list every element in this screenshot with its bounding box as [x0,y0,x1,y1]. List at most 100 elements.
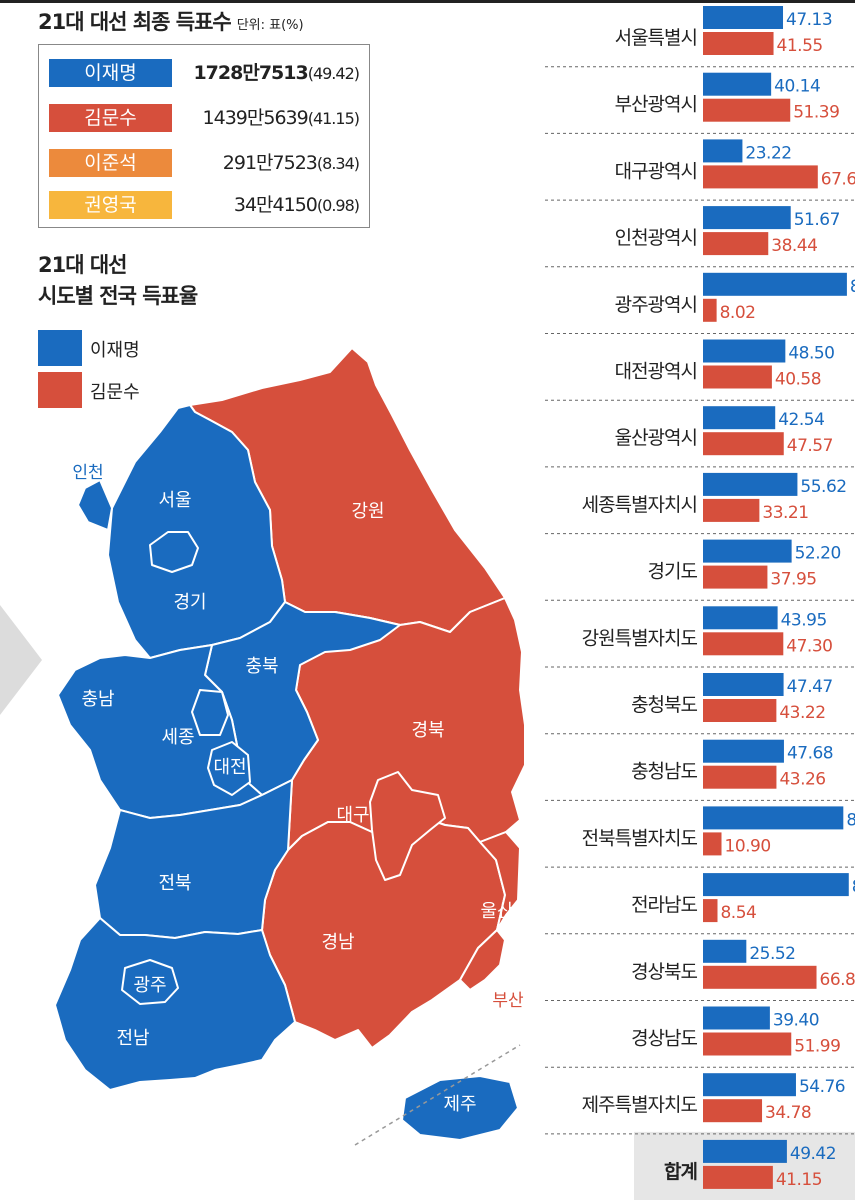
legend-lee-swatch [38,330,82,366]
map-title: 21대 대선 시도별 전국 득표율 [38,250,198,312]
bar-lee [703,206,791,230]
bar-kim [703,1165,773,1189]
candidate-lee-pct: (49.42) [307,64,360,83]
bar-kim [703,1099,763,1123]
region-daegu [369,771,446,881]
value-label-kim: 37.95 [770,570,816,590]
label-seoul: 서울 [158,490,191,511]
candidate-leejs-badge: 이준석 [49,149,172,177]
korea-map: 서울 경기 강원 충북 충남 세종 대전 경북 대구 전북 광주 전남 경남 울… [54,347,526,1146]
category-label: 대전광역시 [615,361,697,383]
regional-bar-chart: 서울특별시 47.13 41.55 부산광역시 40.14 51.39 대구광역시 23.22… [545,6,855,1200]
vote-totals-box: 이재명 1728만7513(49.42) 김문수 1439만5639(41.15… [38,44,370,228]
bar-kim [703,365,772,389]
category-label: 전라남도 [631,894,697,916]
gray-arrow-decoration [0,605,42,715]
bar-lee [703,406,776,430]
label-incheon: 인천 [72,463,103,483]
value-label-lee: 25.52 [749,944,795,964]
value-label-kim: 47.57 [787,436,833,456]
candidate-lee-count: 1728만7513 [193,62,308,84]
region-busan [459,929,506,991]
label-gyeongbuk: 경북 [411,720,444,741]
bar-kim [703,832,722,856]
bar-kim [703,699,777,722]
candidate-lee-badge: 이재명 [49,59,172,87]
legend-kim-label: 김문수 [90,382,140,403]
category-label: 전북특별자치도 [582,827,698,849]
main-title: 21대 대선 최종 득표수 단위: 표(%) [38,6,304,36]
label-chungbuk: 충북 [245,656,278,677]
category-label: 서울특별시 [615,27,697,49]
category-label: 인천광역시 [615,227,697,249]
candidate-kim-votes: 1439만5639(41.15) [202,104,360,133]
region-daejeon [207,741,251,796]
candidate-kwon-pct: (0.98) [316,196,360,215]
bar-kim [703,565,768,589]
total-row-kim: 김문수 1439만5639(41.15) [49,104,369,132]
bar-lee [703,806,844,830]
bar-kim [703,232,769,256]
candidate-lee-votes: 1728만7513(49.42) [193,59,360,88]
value-label-kim: 66.87 [820,970,855,990]
candidate-kwon-count: 34만4150 [233,194,318,216]
category-label: 대구광역시 [615,160,697,182]
bar-kim [703,632,784,656]
bar-kim [703,98,791,122]
region-jeju [401,1075,519,1141]
label-gangwon: 강원 [351,501,384,522]
value-label-kim: 51.39 [793,103,839,123]
value-label-lee: 54.76 [799,1077,845,1097]
label-chungnam: 충남 [81,689,114,710]
label-daejeon: 대전 [213,757,246,778]
value-label-lee: 47.68 [787,744,833,764]
bar-kim [703,432,784,456]
value-label-kim: 41.15 [776,1170,822,1190]
category-label: 울산광역시 [615,427,697,449]
value-label-lee: 23.22 [745,143,791,163]
bar-lee [703,472,798,496]
category-label: 합계 [664,1161,697,1183]
bar-lee [703,873,849,897]
bar-kim [703,899,718,923]
region-gwangju [121,959,179,1005]
bar-lee [703,6,784,29]
value-label-kim: 33.21 [762,503,808,523]
bar-kim [703,765,777,789]
category-label: 충청북도 [631,694,697,716]
candidate-leejs-count: 291만7523 [222,152,318,174]
bar-lee [703,339,786,363]
value-label-lee: 48.50 [788,344,834,364]
bar-lee [703,1073,796,1097]
value-label-kim: 10.90 [725,836,771,856]
candidate-kwon-badge: 권영국 [49,191,172,219]
bar-lee [703,939,747,963]
category-label: 제주특별자치도 [582,1094,698,1116]
value-label-kim: 47.30 [786,636,832,656]
candidate-kim-badge: 김문수 [49,104,172,132]
category-label: 세종특별자치시 [582,494,697,516]
value-label-kim: 40.58 [775,370,821,390]
category-label: 충청남도 [631,761,697,783]
value-label-lee: 85.87 [852,877,855,897]
category-label: 경상남도 [631,1028,697,1050]
bar-lee [703,673,784,696]
value-label-kim: 38.44 [771,236,817,256]
category-label: 광주광역시 [615,294,697,316]
bar-kim [703,1032,792,1056]
value-label-lee: 47.47 [787,677,833,697]
bar-kim [703,298,717,322]
value-label-lee: 47.13 [786,10,832,30]
label-gyeonggi: 경기 [173,592,206,613]
value-label-lee: 84.77 [850,277,855,297]
region-incheon [77,479,113,531]
value-label-lee: 55.62 [800,477,846,497]
category-label: 강원특별자치도 [582,627,698,649]
candidate-kim-count: 1439만5639 [202,107,309,129]
category-label: 부산광역시 [615,94,697,116]
value-label-lee: 42.54 [778,410,824,430]
value-label-lee: 52.20 [795,544,841,564]
value-label-lee: 51.67 [794,210,840,230]
label-jeonnam: 전남 [116,1028,149,1049]
value-label-kim: 67.62 [821,169,855,189]
